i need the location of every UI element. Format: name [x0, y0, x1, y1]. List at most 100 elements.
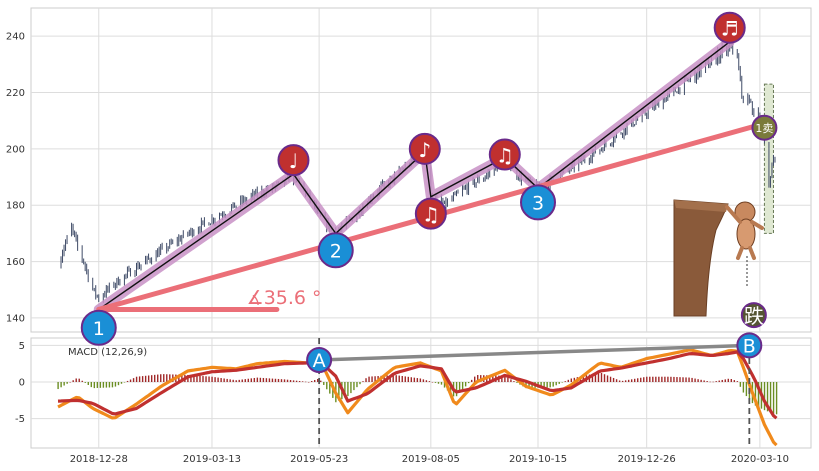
- histogram-bar: [766, 382, 769, 412]
- histogram-bar: [658, 376, 660, 382]
- histogram-bar: [624, 380, 627, 382]
- histogram-bar: [232, 379, 234, 382]
- histogram-bar: [314, 379, 316, 382]
- price-y-tick-label: 220: [6, 88, 25, 99]
- wave-point-marker-circle: [520, 184, 556, 221]
- signal-marker-label: ♫: [422, 203, 440, 227]
- histogram-bar: [691, 377, 693, 382]
- divergence-line: [319, 343, 750, 362]
- histogram-bar: [199, 375, 201, 382]
- signal-marker-label: ♩: [289, 149, 298, 173]
- histogram-bar: [540, 382, 542, 388]
- histogram-bar: [114, 382, 117, 387]
- histogram-bar: [474, 376, 476, 382]
- histogram-bar: [323, 382, 325, 385]
- signal-marker-label: ♫: [496, 144, 514, 168]
- histogram-bar: [220, 378, 222, 382]
- histogram-bar: [126, 380, 129, 382]
- histogram-bar: [688, 377, 690, 382]
- macd-y-tick-label: 0: [19, 378, 25, 389]
- histogram-bar: [630, 379, 633, 382]
- histogram-bar: [163, 374, 165, 382]
- histogram-bar: [570, 378, 573, 382]
- histogram-bar: [359, 382, 361, 385]
- histogram-bar: [655, 376, 657, 382]
- histogram-bar: [135, 376, 138, 382]
- wave-point-marker-circle: [80, 309, 117, 346]
- histogram-bar: [259, 377, 262, 382]
- histogram-bar: [763, 382, 766, 411]
- x-tick-label: 2019-12-26: [618, 454, 676, 465]
- histogram-bar: [144, 375, 147, 382]
- signal-marker-circle: [488, 138, 521, 171]
- histogram-bar: [739, 382, 742, 387]
- histogram-bar: [555, 382, 557, 386]
- histogram-bar: [250, 378, 253, 382]
- histogram-bar: [489, 375, 491, 382]
- price-y-tick-label: 140: [6, 313, 25, 324]
- histogram-bar: [96, 382, 99, 388]
- histogram-bar: [682, 377, 684, 382]
- x-tick-label: 2020-03-10: [731, 454, 789, 465]
- macd-divergence-marker: A: [306, 347, 333, 373]
- histogram-bar: [670, 376, 672, 382]
- histogram-bar: [504, 375, 506, 382]
- wave-point-marker: 3: [520, 184, 556, 221]
- histogram-bar: [277, 378, 280, 382]
- histogram-bar: [235, 380, 237, 382]
- wave-point-marker: 1: [80, 309, 117, 346]
- histogram-bar: [676, 377, 678, 382]
- signal-marker-circle: [713, 11, 746, 44]
- histogram-bar: [217, 377, 219, 382]
- histogram-bar: [712, 381, 714, 383]
- histogram-bar: [292, 380, 295, 382]
- histogram-bar: [320, 380, 322, 382]
- histogram-bar: [640, 377, 642, 382]
- macd-line: [57, 348, 778, 447]
- histogram-bar: [181, 374, 183, 382]
- histogram-bar: [664, 376, 666, 382]
- histogram-bar: [365, 378, 367, 382]
- histogram-bar: [727, 378, 729, 382]
- histogram-bar: [667, 376, 669, 382]
- histogram-bar: [169, 374, 171, 382]
- x-tick-label: 2019-08-05: [402, 454, 460, 465]
- histogram-bar: [298, 381, 301, 382]
- histogram-bar: [413, 377, 416, 382]
- histogram-bar: [721, 379, 723, 382]
- climber-legs: [736, 246, 756, 260]
- histogram-bar: [467, 382, 470, 384]
- histogram-bar: [304, 381, 307, 383]
- histogram-bar: [730, 379, 733, 382]
- histogram-bar: [510, 379, 512, 382]
- histogram-bar: [458, 382, 461, 393]
- histogram-bar: [615, 379, 618, 382]
- histogram-bar: [513, 381, 515, 382]
- histogram-bar: [356, 382, 358, 388]
- macd-divergence-marker-label: A: [313, 350, 326, 372]
- x-tick-label: 2018-12-28: [70, 454, 128, 465]
- histogram-bar: [679, 377, 681, 382]
- histogram-bar: [262, 377, 265, 382]
- histogram-bar: [205, 376, 207, 382]
- histogram-bar: [567, 379, 569, 382]
- signal-marker: ♫: [414, 197, 447, 230]
- histogram-bar: [618, 380, 621, 382]
- macd-divergence-marker-circle: [306, 347, 333, 373]
- histogram-bar: [477, 375, 479, 382]
- histogram-bar: [72, 380, 74, 382]
- histogram-bar: [431, 382, 434, 383]
- histogram-bar: [301, 381, 304, 382]
- histogram-bar: [280, 379, 283, 382]
- histogram-bar: [516, 382, 518, 383]
- histogram-bar: [307, 382, 310, 383]
- histogram-bar: [769, 382, 772, 413]
- histogram-bar: [757, 382, 760, 408]
- histogram-bar: [166, 374, 168, 382]
- histogram-bar: [84, 382, 86, 383]
- histogram-bar: [661, 376, 663, 382]
- histogram-bar: [600, 372, 603, 382]
- histogram-bar: [455, 382, 458, 397]
- histogram-bar: [108, 382, 111, 388]
- histogram-bar: [591, 373, 594, 382]
